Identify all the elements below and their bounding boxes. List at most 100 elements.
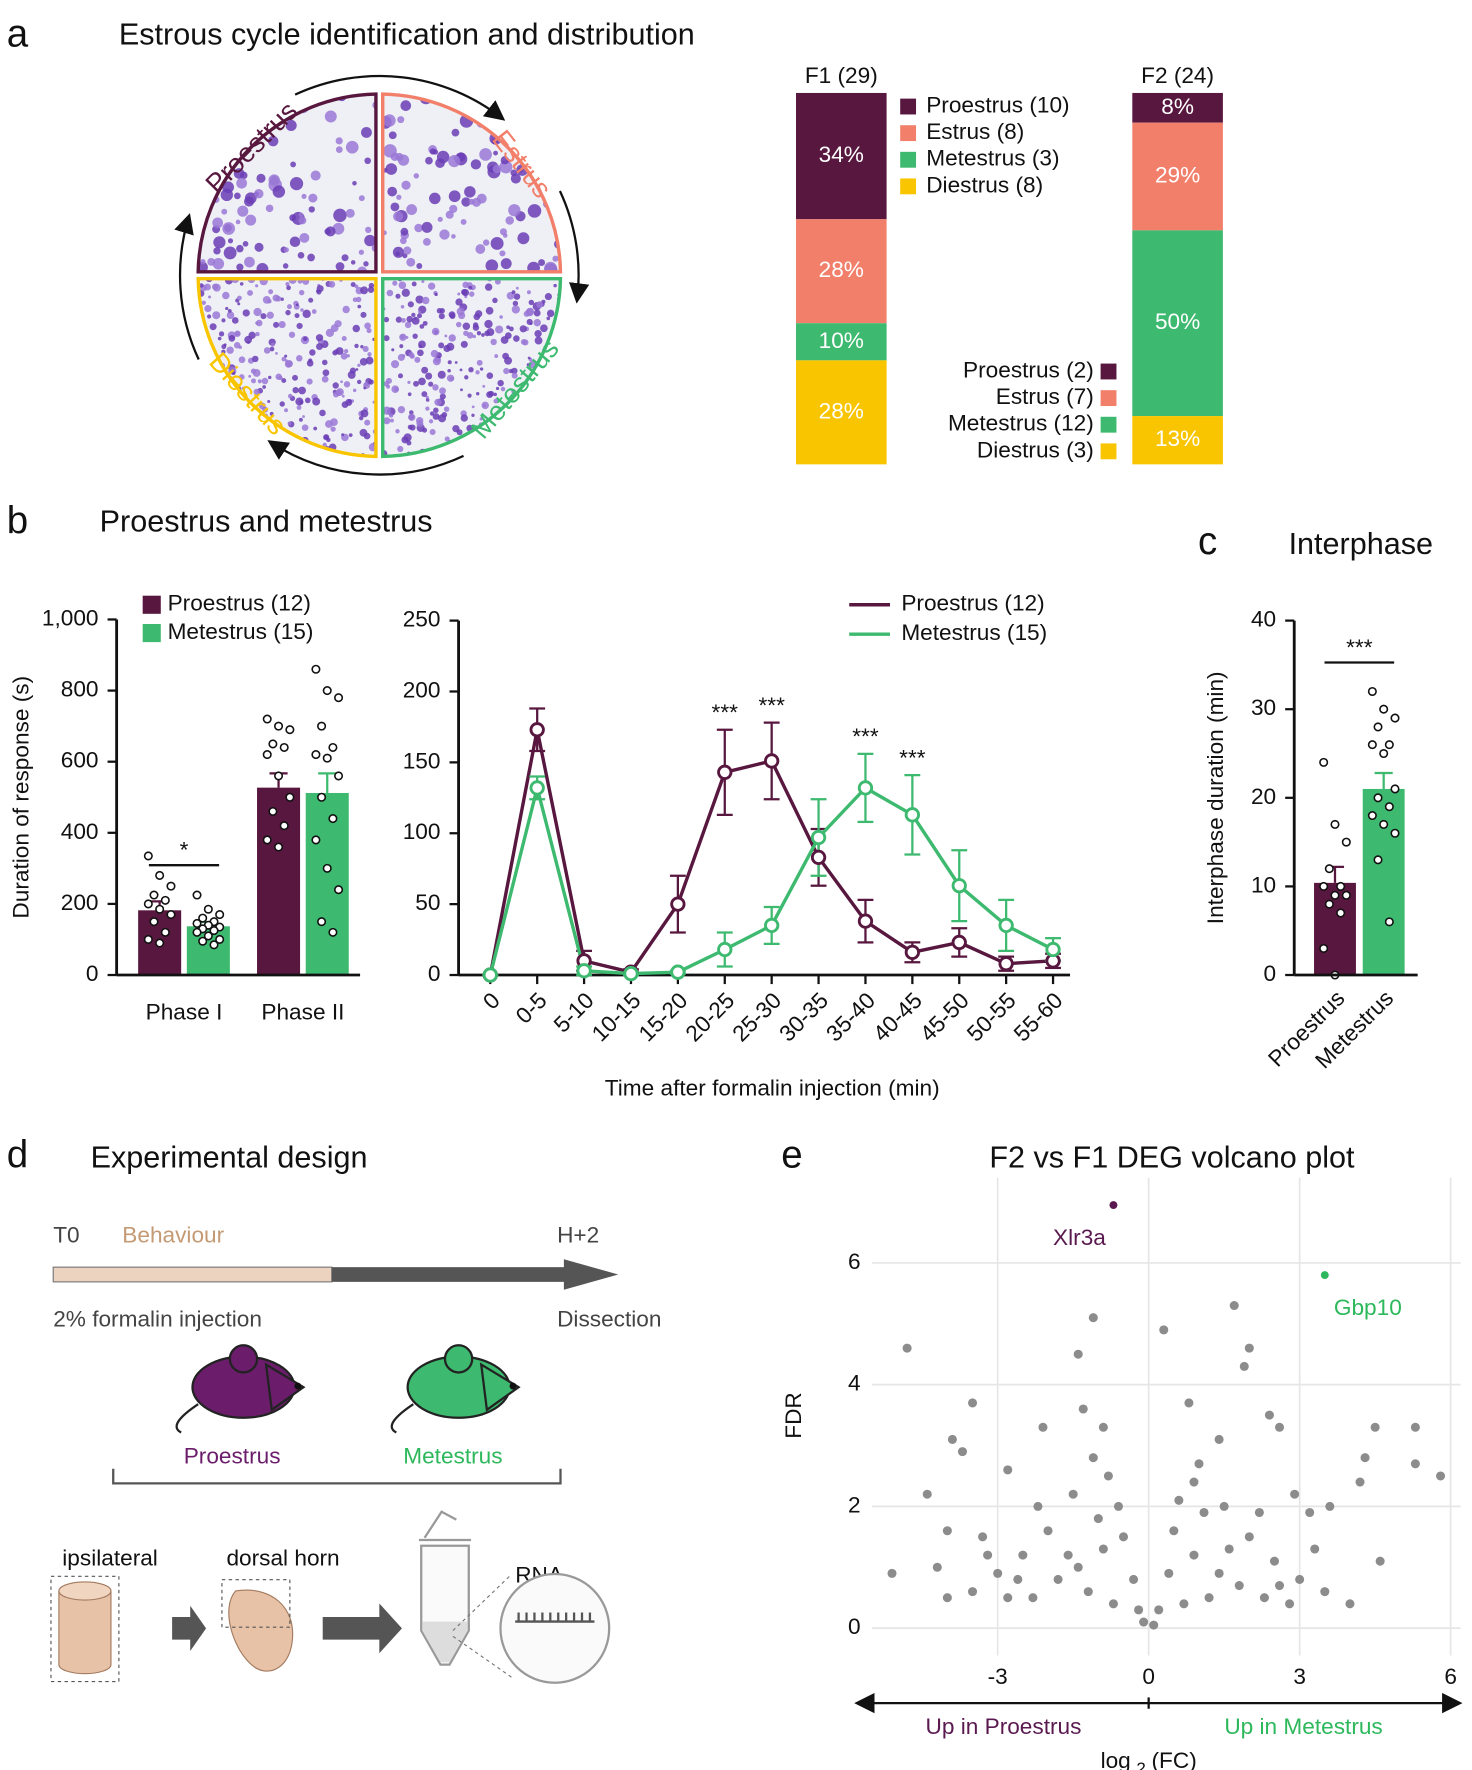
legend-label: Proestrus (10) [926,93,1069,118]
cell [315,334,324,342]
cell [257,379,262,384]
cell [400,100,412,111]
cell [199,448,204,454]
cell [228,334,236,342]
bar-title: F2 (24) [1141,63,1214,88]
data-point [1214,1434,1224,1444]
cell [221,344,227,350]
direction-label: Up in Proestrus [926,1714,1082,1739]
cell [425,395,429,400]
cell [352,180,357,186]
cell [365,226,372,234]
cell [265,204,274,213]
cell [408,413,416,421]
cell [201,437,209,445]
cell [201,448,210,457]
cell [493,150,498,156]
y-axis-label: Duration of response (s) [9,676,34,919]
cell [532,416,538,422]
cell [252,355,259,363]
cell [252,437,261,446]
cell [203,141,214,153]
data-point [166,881,176,891]
cell [490,443,498,452]
cell [298,216,307,225]
cell [315,449,321,456]
cell [438,313,445,320]
cell [212,311,221,320]
cell [514,430,519,436]
data-point [978,1532,988,1542]
data-point [1274,1581,1285,1591]
cell [221,318,226,323]
cell [237,205,249,217]
y-tick-label: 6 [848,1249,861,1274]
cell [224,414,233,423]
cell [542,399,551,407]
y-axis-label: Interphase duration (min) [1203,671,1228,924]
cell [535,441,542,448]
data-point [1390,784,1400,794]
data-point [1118,1532,1129,1542]
x-tick-label: 30-35 [775,988,834,1047]
cell [234,330,241,337]
cell [237,302,241,306]
data-marker [857,780,874,796]
data-point [1373,722,1383,732]
cell [322,369,330,377]
cell [285,281,290,287]
cell [414,356,421,363]
cell [431,327,440,336]
x-tick-label: 45-50 [915,988,974,1047]
cell [282,263,289,269]
cell [482,403,487,408]
data-marker [810,829,827,846]
cell [233,435,237,439]
x-tick-label: 3 [1293,1664,1306,1689]
data-point [155,870,165,880]
cell [285,309,291,316]
cell [256,173,266,183]
cell [253,307,262,317]
cell [482,384,486,388]
data-marker [857,913,874,929]
cell [200,347,207,354]
cell [245,214,257,226]
significance-label: *** [712,700,739,725]
cell [235,450,244,457]
cell [241,439,245,444]
data-point [334,693,344,703]
data-point [317,721,327,731]
data-point [1028,1593,1038,1603]
data-point [1134,1605,1144,1615]
data-point [1336,881,1346,891]
cell [198,121,207,133]
data-point [155,904,165,914]
cell [383,335,390,342]
data-point [1003,1593,1013,1603]
cell [467,393,472,398]
data-point [1003,1465,1013,1475]
direction-label: Up in Metestrus [1224,1714,1382,1739]
data-point [942,1526,952,1536]
cell [268,289,274,295]
cell [538,145,550,156]
y-tick-label: 10 [1251,872,1276,897]
cell [255,321,259,325]
cell [281,378,287,384]
cell [558,395,561,403]
data-marker [904,944,920,960]
cell [397,373,404,379]
cell [398,281,407,290]
cell [273,321,280,328]
cell [513,423,521,431]
cell [330,426,336,432]
y-tick-label: 200 [403,677,441,702]
cell [238,374,245,380]
cell [358,195,365,202]
data-point [1285,1599,1295,1609]
cell [363,261,369,267]
panel-title: Interphase [1289,527,1433,561]
cell [309,349,316,356]
